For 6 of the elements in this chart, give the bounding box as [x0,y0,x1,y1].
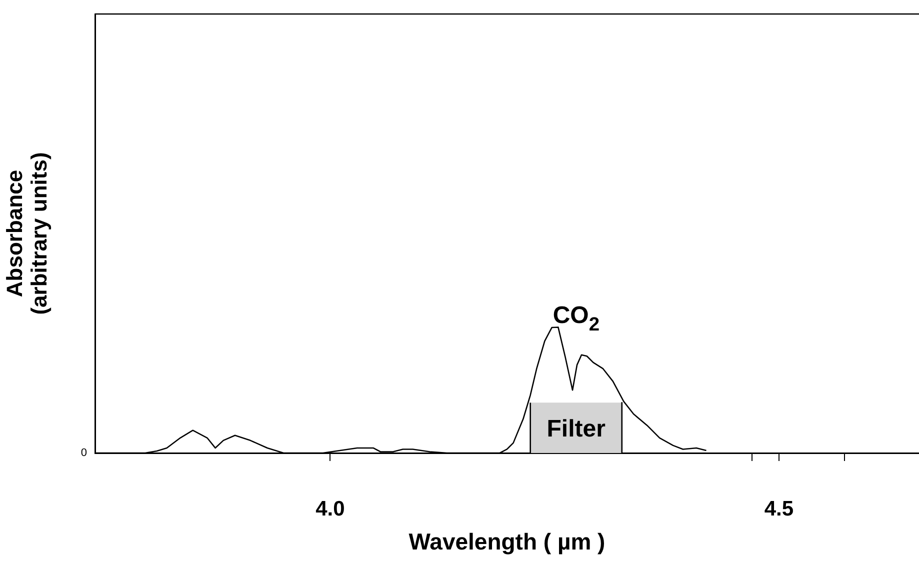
series-label: Filter [546,415,606,442]
text: 0 [80,447,87,460]
y-axis-title: Absorbance (arbitrary units) [2,152,52,315]
x-tick-label: 4.5 [764,497,794,520]
x-tick-label: 4.0 [316,497,345,520]
x-axis-title: Wavelength ( µm ) [408,528,606,555]
